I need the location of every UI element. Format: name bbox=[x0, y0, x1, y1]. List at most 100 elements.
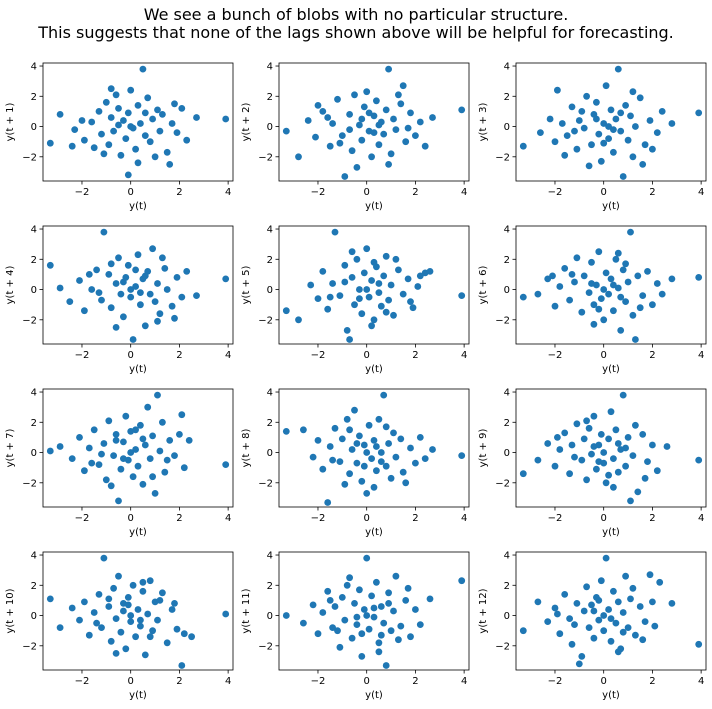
scatter-point bbox=[141, 441, 149, 449]
scatter-point bbox=[636, 94, 644, 102]
scatter-point bbox=[120, 455, 127, 462]
scatter-point bbox=[392, 453, 400, 461]
scatter-point bbox=[382, 423, 390, 431]
scatter-point bbox=[641, 141, 649, 149]
scatter-point bbox=[380, 130, 388, 138]
scatter-point bbox=[132, 426, 140, 434]
x-axis-label: y(t) bbox=[129, 201, 147, 212]
scatter-point bbox=[107, 637, 115, 645]
scatter-point bbox=[593, 98, 600, 106]
scatter-point bbox=[346, 470, 353, 478]
scatter-point bbox=[154, 317, 161, 325]
scatter-point bbox=[519, 142, 527, 150]
scatter-point bbox=[585, 289, 593, 296]
scatter-point bbox=[622, 572, 629, 580]
scatter-point bbox=[412, 459, 419, 467]
scatter-point bbox=[593, 115, 600, 123]
x-tick-label: −2 bbox=[311, 513, 326, 524]
scatter-point bbox=[370, 316, 378, 324]
scatter-point bbox=[614, 468, 622, 476]
scatter-point bbox=[614, 65, 622, 73]
x-tick-label: 0 bbox=[601, 513, 607, 524]
scatter-point bbox=[629, 311, 637, 319]
scatter-point bbox=[602, 269, 610, 277]
scatter-point bbox=[571, 621, 578, 628]
scatter-point bbox=[385, 296, 392, 304]
scatter-point bbox=[124, 261, 132, 269]
scatter-point bbox=[382, 462, 390, 470]
scatter-point bbox=[395, 636, 402, 644]
x-tick-label: 0 bbox=[364, 350, 370, 361]
scatter-point bbox=[624, 434, 632, 441]
scatter-point bbox=[373, 97, 380, 105]
scatter-point bbox=[385, 65, 392, 73]
scatter-point bbox=[426, 268, 434, 275]
scatter-point bbox=[105, 271, 113, 278]
scatter-point bbox=[585, 624, 593, 631]
scatter-point bbox=[329, 280, 336, 287]
scatter-point bbox=[370, 129, 378, 137]
scatter-point bbox=[358, 477, 366, 485]
scatter-point bbox=[88, 286, 96, 293]
scatter-point bbox=[649, 441, 656, 449]
scatter-point bbox=[295, 153, 302, 161]
scatter-point bbox=[149, 432, 157, 440]
scatter-point bbox=[137, 616, 144, 624]
scatter-point bbox=[365, 293, 373, 301]
scatter-points bbox=[519, 391, 703, 505]
scatter-point bbox=[668, 275, 676, 283]
subplot-4: −2 0 2 4 −2 0 2 4 y(t) y(t + 4) bbox=[5, 225, 234, 375]
scatter-point bbox=[112, 324, 120, 331]
axes-frame bbox=[515, 551, 707, 671]
scatter-point bbox=[139, 480, 147, 488]
scatter-point bbox=[377, 458, 385, 465]
scatter-point bbox=[134, 462, 142, 470]
axes-frame bbox=[42, 225, 234, 345]
scatter-point bbox=[102, 476, 110, 484]
scatter-point bbox=[141, 132, 149, 140]
scatter-point bbox=[329, 624, 336, 631]
y-tick-label: −2 bbox=[495, 641, 510, 652]
scatter-point bbox=[156, 447, 164, 455]
subplot-11: −2 0 2 4 −2 0 2 4 y(t) y(t + 11) bbox=[241, 551, 470, 701]
scatter-point bbox=[85, 444, 93, 452]
y-tick-label: −2 bbox=[258, 152, 273, 163]
scatter-point bbox=[326, 142, 334, 150]
scatter-point bbox=[617, 109, 625, 117]
scatter-point bbox=[365, 109, 373, 117]
scatter-point bbox=[590, 607, 598, 615]
scatter-point bbox=[590, 320, 598, 328]
scatter-point bbox=[178, 105, 186, 112]
scatter-point bbox=[646, 571, 654, 579]
scatter-points bbox=[282, 228, 466, 343]
x-tick-label: 4 bbox=[461, 350, 467, 361]
scatter-point bbox=[331, 424, 339, 432]
scatter-point bbox=[554, 86, 561, 94]
scatter-point bbox=[100, 150, 108, 158]
scatter-point bbox=[595, 130, 603, 138]
scatter-point bbox=[300, 619, 307, 627]
y-axis-label: y(t + 9) bbox=[478, 429, 489, 468]
scatter-point bbox=[324, 499, 332, 506]
scatter-point bbox=[338, 435, 346, 443]
axes-frame bbox=[278, 62, 470, 182]
scatter-point bbox=[358, 136, 366, 144]
scatter-point bbox=[356, 121, 363, 129]
scatter-point bbox=[124, 601, 132, 609]
scatter-point bbox=[166, 437, 174, 444]
scatter-point bbox=[341, 261, 349, 269]
scatter-point bbox=[605, 135, 612, 143]
scatter-point bbox=[180, 630, 188, 638]
scatter-point bbox=[282, 127, 290, 135]
scatter-point bbox=[56, 111, 64, 118]
scatter-point bbox=[81, 467, 88, 475]
x-tick-label: 4 bbox=[461, 187, 467, 198]
scatter-point bbox=[124, 109, 132, 117]
x-tick-label: 2 bbox=[176, 513, 182, 524]
subplot-2: −2 0 2 4 −2 0 2 4 y(t) y(t + 2) bbox=[241, 62, 470, 212]
scatter-point bbox=[95, 461, 103, 468]
scatter-point bbox=[375, 415, 383, 423]
scatter-point bbox=[387, 627, 395, 635]
scatter-point bbox=[161, 265, 169, 272]
scatter-point bbox=[588, 258, 595, 266]
